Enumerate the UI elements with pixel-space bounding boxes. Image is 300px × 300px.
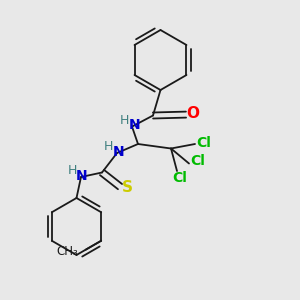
Text: O: O: [186, 106, 199, 121]
Text: CH₃: CH₃: [56, 245, 78, 258]
Text: S: S: [122, 180, 133, 195]
Text: N: N: [76, 169, 88, 183]
Text: N: N: [113, 145, 124, 159]
Text: H: H: [103, 140, 113, 154]
Text: N: N: [129, 118, 140, 132]
Text: H: H: [68, 164, 77, 178]
Text: Cl: Cl: [190, 154, 205, 168]
Text: Cl: Cl: [172, 171, 188, 184]
Text: Cl: Cl: [196, 136, 211, 150]
Text: H: H: [120, 114, 129, 127]
